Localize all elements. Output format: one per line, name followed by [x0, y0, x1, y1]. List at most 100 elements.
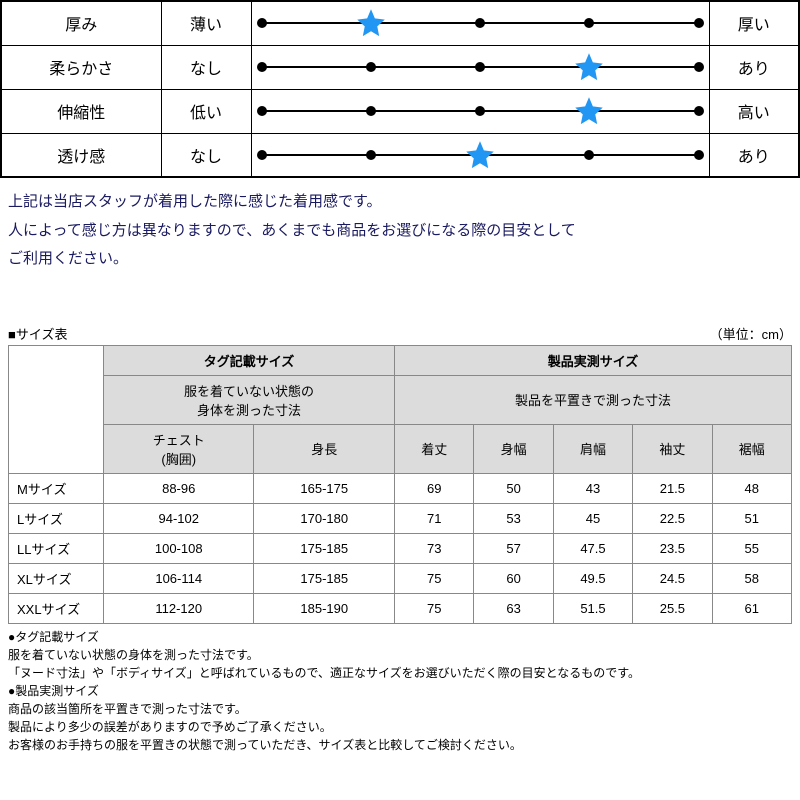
size-table: タグ記載サイズ 製品実測サイズ 服を着ていない状態の身体を測った寸法 製品を平置…	[8, 345, 792, 624]
size-cell: 47.5	[553, 533, 632, 563]
feel-row-label: 透け感	[1, 133, 161, 177]
star-icon	[356, 8, 386, 38]
star-icon	[574, 96, 604, 126]
size-col-header: 身長	[254, 424, 395, 473]
scale-dot	[694, 106, 704, 116]
col-desc-tag: 服を着ていない状態の身体を測った寸法	[104, 375, 395, 424]
size-cell: 63	[474, 593, 553, 623]
size-cell: 45	[553, 503, 632, 533]
footnote-line: 服を着ていない状態の身体を測った寸法です。	[8, 646, 792, 664]
footnote-line: 「ヌード寸法」や「ボディサイズ」と呼ばれているもので、適正なサイズをお選びいただ…	[8, 664, 792, 682]
size-cell: 170-180	[254, 503, 395, 533]
size-cell: 61	[712, 593, 791, 623]
size-cell: 175-185	[254, 563, 395, 593]
scale-dot	[257, 106, 267, 116]
scale-dot	[584, 18, 594, 28]
scale-dot	[366, 62, 376, 72]
scale-dot	[475, 62, 485, 72]
size-cell: 25.5	[633, 593, 712, 623]
scale-dot	[694, 150, 704, 160]
footnote-line: 製品により多少の誤差がありますので予めご了承ください。	[8, 718, 792, 736]
feel-row-label: 柔らかさ	[1, 45, 161, 89]
size-col-header: 裾幅	[712, 424, 791, 473]
scale-dot	[475, 18, 485, 28]
size-cell: 112-120	[104, 593, 254, 623]
size-cell: 50	[474, 473, 553, 503]
size-cell: 53	[474, 503, 553, 533]
note-line: ご利用ください。	[8, 245, 792, 274]
size-cell: 57	[474, 533, 553, 563]
size-cell: 60	[474, 563, 553, 593]
size-cell: 71	[395, 503, 474, 533]
col-desc-actual: 製品を平置きで測った寸法	[395, 375, 792, 424]
size-cell: 175-185	[254, 533, 395, 563]
size-cell: 94-102	[104, 503, 254, 533]
footnotes: ●タグ記載サイズ 服を着ていない状態の身体を測った寸法です。 「ヌード寸法」や「…	[8, 628, 792, 754]
size-cell: 100-108	[104, 533, 254, 563]
feel-note: 上記は当店スタッフが着用した際に感じた着用感です。 人によって感じ方は異なります…	[0, 178, 800, 294]
size-cell: 23.5	[633, 533, 712, 563]
feel-table: 厚み薄い厚い柔らかさなしあり伸縮性低い高い透け感なしあり	[0, 0, 800, 178]
size-cell: 48	[712, 473, 791, 503]
scale-dot	[694, 62, 704, 72]
size-cell: 49.5	[553, 563, 632, 593]
feel-scale	[251, 1, 709, 45]
feel-low-label: 薄い	[161, 1, 251, 45]
feel-scale	[251, 89, 709, 133]
scale-dot	[257, 150, 267, 160]
feel-row-label: 厚み	[1, 1, 161, 45]
size-row-name: Lサイズ	[9, 503, 104, 533]
size-row-name: XXLサイズ	[9, 593, 104, 623]
feel-high-label: 高い	[709, 89, 799, 133]
size-row-name: LLサイズ	[9, 533, 104, 563]
feel-high-label: 厚い	[709, 1, 799, 45]
col-group-actual: 製品実測サイズ	[395, 345, 792, 375]
size-cell: 75	[395, 563, 474, 593]
size-cell: 185-190	[254, 593, 395, 623]
size-col-header: チェスト(胸囲)	[104, 424, 254, 473]
feel-low-label: 低い	[161, 89, 251, 133]
size-cell: 21.5	[633, 473, 712, 503]
feel-high-label: あり	[709, 133, 799, 177]
size-title: ■サイズ表	[8, 324, 67, 343]
feel-low-label: なし	[161, 133, 251, 177]
scale-dot	[257, 18, 267, 28]
scale-dot	[694, 18, 704, 28]
size-col-header: 肩幅	[553, 424, 632, 473]
size-cell: 106-114	[104, 563, 254, 593]
size-cell: 75	[395, 593, 474, 623]
feel-scale	[251, 45, 709, 89]
size-unit: （単位：cm）	[710, 324, 792, 343]
note-line: 人によって感じ方は異なりますので、あくまでも商品をお選びになる際の目安として	[8, 217, 792, 246]
star-icon	[574, 52, 604, 82]
size-cell: 73	[395, 533, 474, 563]
size-cell: 69	[395, 473, 474, 503]
size-cell: 43	[553, 473, 632, 503]
scale-dot	[257, 62, 267, 72]
note-line: 上記は当店スタッフが着用した際に感じた着用感です。	[8, 188, 792, 217]
feel-high-label: あり	[709, 45, 799, 89]
footnote-line: お客様のお手持ちの服を平置きの状態で測っていただき、サイズ表と比較してご検討くだ…	[8, 736, 792, 754]
feel-low-label: なし	[161, 45, 251, 89]
scale-dot	[366, 106, 376, 116]
footnote-line: 商品の該当箇所を平置きで測った寸法です。	[8, 700, 792, 718]
size-cell: 165-175	[254, 473, 395, 503]
size-cell: 24.5	[633, 563, 712, 593]
size-col-header: 着丈	[395, 424, 474, 473]
size-cell: 22.5	[633, 503, 712, 533]
col-group-tag: タグ記載サイズ	[104, 345, 395, 375]
size-col-header: 身幅	[474, 424, 553, 473]
feel-row-label: 伸縮性	[1, 89, 161, 133]
feel-scale	[251, 133, 709, 177]
scale-dot	[584, 150, 594, 160]
size-row-name: Mサイズ	[9, 473, 104, 503]
size-row-name: XLサイズ	[9, 563, 104, 593]
size-section: ■サイズ表 （単位：cm） タグ記載サイズ 製品実測サイズ 服を着ていない状態の…	[0, 324, 800, 764]
star-icon	[465, 140, 495, 170]
size-cell: 58	[712, 563, 791, 593]
size-cell: 51	[712, 503, 791, 533]
size-cell: 88-96	[104, 473, 254, 503]
scale-dot	[366, 150, 376, 160]
size-cell: 51.5	[553, 593, 632, 623]
scale-dot	[475, 106, 485, 116]
